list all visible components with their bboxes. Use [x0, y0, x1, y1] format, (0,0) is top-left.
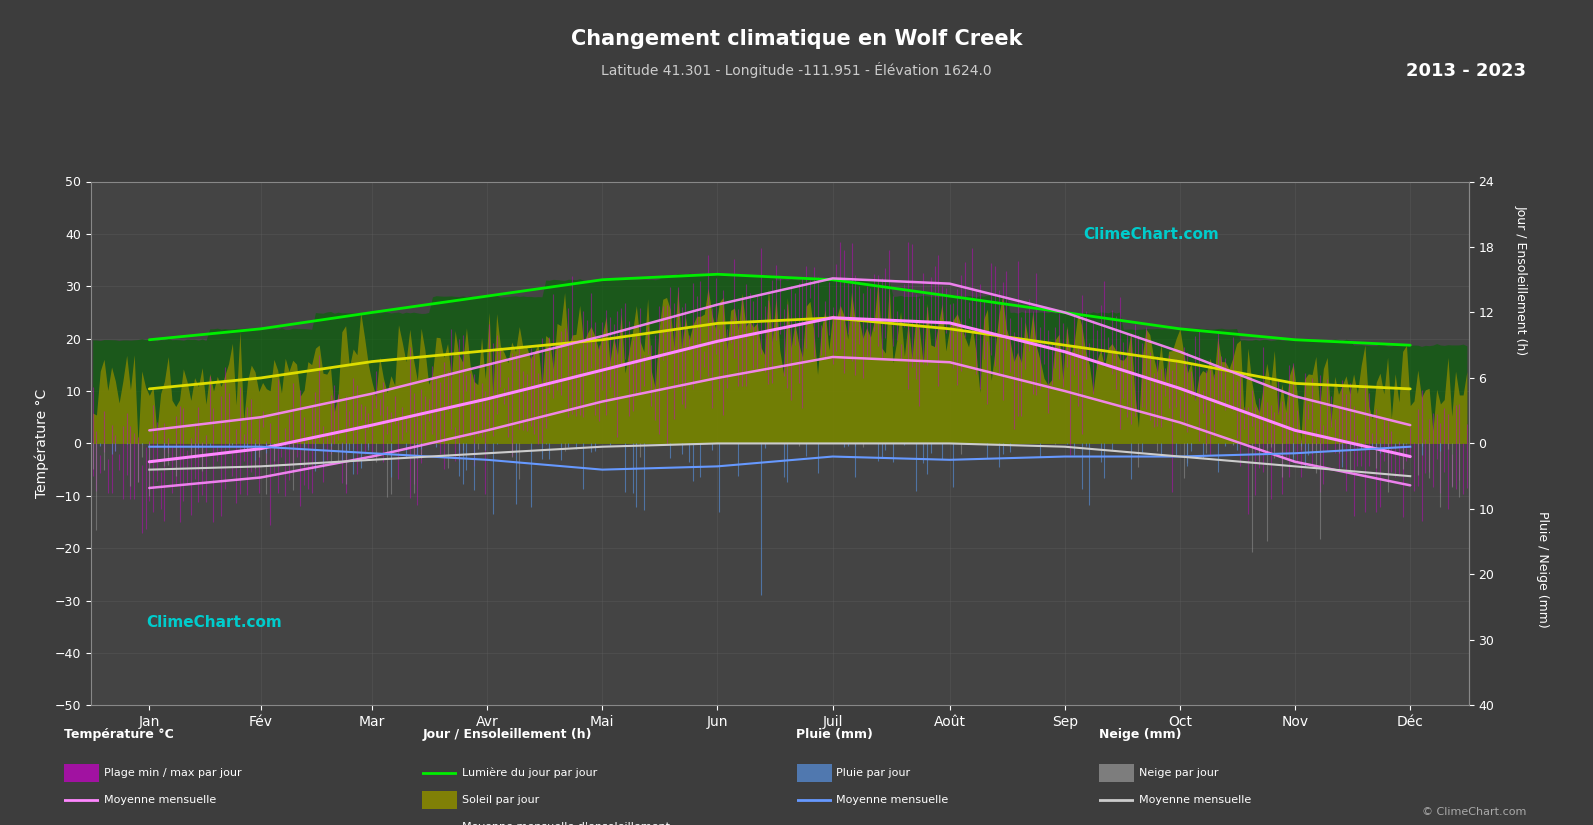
Text: 2013 - 2023: 2013 - 2023	[1407, 62, 1526, 80]
Text: Moyenne mensuelle: Moyenne mensuelle	[1139, 795, 1251, 805]
Text: Pluie / Neige (mm): Pluie / Neige (mm)	[1536, 511, 1548, 628]
Text: Température °C: Température °C	[64, 728, 174, 742]
Text: Neige (mm): Neige (mm)	[1099, 728, 1182, 742]
Text: Moyenne mensuelle: Moyenne mensuelle	[836, 795, 948, 805]
Text: © ClimeChart.com: © ClimeChart.com	[1421, 807, 1526, 817]
Text: Lumière du jour par jour: Lumière du jour par jour	[462, 768, 597, 778]
Text: Moyenne mensuelle d'ensoleillement: Moyenne mensuelle d'ensoleillement	[462, 823, 671, 825]
Text: Changement climatique en Wolf Creek: Changement climatique en Wolf Creek	[570, 29, 1023, 49]
Text: Latitude 41.301 - Longitude -111.951 - Élévation 1624.0: Latitude 41.301 - Longitude -111.951 - É…	[601, 62, 992, 78]
Text: Pluie par jour: Pluie par jour	[836, 768, 911, 778]
Text: Neige par jour: Neige par jour	[1139, 768, 1219, 778]
Text: Soleil par jour: Soleil par jour	[462, 795, 538, 805]
Text: ClimeChart.com: ClimeChart.com	[147, 615, 282, 629]
Text: Plage min / max par jour: Plage min / max par jour	[104, 768, 241, 778]
Text: Moyenne mensuelle: Moyenne mensuelle	[104, 795, 215, 805]
Text: Jour / Ensoleillement (h): Jour / Ensoleillement (h)	[1515, 205, 1528, 356]
Text: ClimeChart.com: ClimeChart.com	[1083, 227, 1219, 242]
Text: Pluie (mm): Pluie (mm)	[796, 728, 873, 742]
Y-axis label: Température °C: Température °C	[35, 389, 49, 498]
Text: Jour / Ensoleillement (h): Jour / Ensoleillement (h)	[422, 728, 591, 742]
